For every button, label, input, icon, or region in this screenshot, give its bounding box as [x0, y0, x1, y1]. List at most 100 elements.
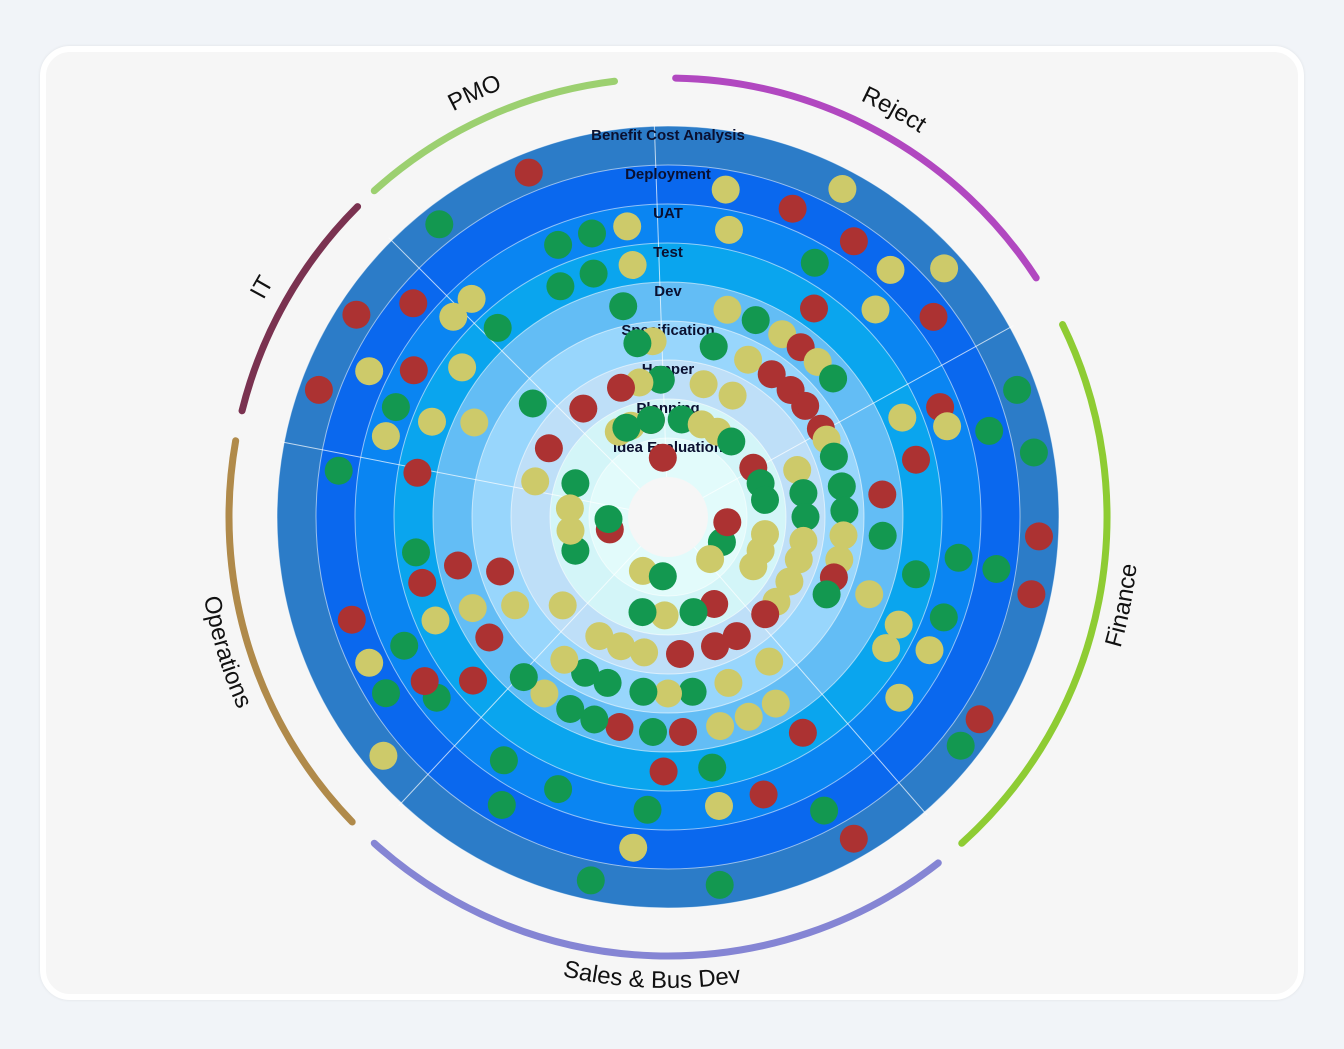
project-dot-red[interactable] [444, 551, 472, 580]
project-dot-green[interactable] [556, 695, 585, 723]
project-dot-yellow[interactable] [521, 467, 550, 496]
project-dot-red[interactable] [399, 289, 428, 318]
project-dot-green[interactable] [679, 598, 708, 627]
project-dot-red[interactable] [648, 443, 677, 472]
project-dot-red[interactable] [649, 757, 678, 786]
project-dot-green[interactable] [578, 219, 606, 248]
project-dot-yellow[interactable] [884, 610, 913, 639]
project-dot-green[interactable] [518, 389, 547, 418]
project-dot-green[interactable] [580, 705, 609, 734]
project-dot-green[interactable] [576, 866, 605, 895]
project-dot-red[interactable] [902, 445, 930, 474]
project-dot-green[interactable] [579, 259, 608, 288]
project-dot-red[interactable] [408, 568, 437, 597]
project-dot-yellow[interactable] [855, 580, 884, 609]
project-dot-red[interactable] [757, 360, 786, 389]
project-dot-red[interactable] [868, 480, 897, 509]
project-dot-yellow[interactable] [734, 702, 763, 731]
project-dot-red[interactable] [514, 158, 543, 187]
project-dot-green[interactable] [646, 365, 675, 394]
project-dot-green[interactable] [483, 313, 512, 342]
project-dot-red[interactable] [713, 508, 742, 537]
project-dot-yellow[interactable] [711, 175, 740, 204]
project-dot-green[interactable] [902, 560, 930, 589]
project-dot-green[interactable] [390, 631, 419, 660]
project-dot-red[interactable] [749, 780, 778, 809]
project-dot-yellow[interactable] [501, 591, 530, 620]
project-dot-yellow[interactable] [369, 741, 398, 770]
project-dot-yellow[interactable] [618, 251, 647, 279]
project-dot-yellow[interactable] [713, 295, 742, 324]
project-dot-green[interactable] [705, 870, 734, 899]
project-dot-red[interactable] [839, 824, 868, 853]
project-dot-green[interactable] [982, 555, 1011, 583]
project-dot-green[interactable] [975, 416, 1004, 445]
project-dot-green[interactable] [629, 677, 658, 706]
project-dot-yellow[interactable] [876, 255, 905, 284]
project-dot-green[interactable] [544, 230, 573, 259]
project-dot-yellow[interactable] [775, 567, 804, 596]
project-dot-red[interactable] [486, 557, 515, 586]
project-dot-yellow[interactable] [885, 683, 914, 712]
project-dot-yellow[interactable] [755, 647, 784, 676]
project-dot-green[interactable] [609, 292, 638, 321]
project-dot-green[interactable] [633, 795, 662, 824]
project-dot-yellow[interactable] [739, 552, 768, 581]
project-dot-yellow[interactable] [715, 215, 743, 244]
project-dot-green[interactable] [751, 485, 779, 514]
project-dot-yellow[interactable] [872, 634, 901, 663]
project-dot-yellow[interactable] [714, 668, 743, 697]
project-dot-green[interactable] [717, 427, 746, 456]
project-dot-green[interactable] [612, 413, 641, 442]
project-dot-red[interactable] [605, 713, 634, 741]
project-dot-red[interactable] [607, 373, 635, 402]
project-dot-green[interactable] [1003, 375, 1032, 404]
project-dot-yellow[interactable] [355, 357, 384, 386]
project-dot-green[interactable] [593, 668, 622, 697]
project-dot-green[interactable] [946, 731, 975, 760]
project-dot-yellow[interactable] [861, 295, 890, 324]
project-dot-red[interactable] [778, 194, 807, 223]
project-dot-yellow[interactable] [371, 422, 400, 451]
project-dot-red[interactable] [791, 391, 820, 420]
project-dot-green[interactable] [546, 272, 575, 301]
project-dot-yellow[interactable] [530, 679, 559, 708]
project-dot-red[interactable] [459, 666, 487, 695]
project-dot-red[interactable] [569, 394, 598, 423]
project-dot-yellow[interactable] [888, 403, 917, 432]
project-dot-green[interactable] [561, 469, 590, 498]
project-dot-green[interactable] [944, 543, 973, 572]
project-dot-yellow[interactable] [930, 254, 959, 283]
project-dot-green[interactable] [489, 746, 518, 775]
project-dot-yellow[interactable] [689, 370, 718, 399]
project-dot-red[interactable] [839, 227, 868, 256]
project-dot-green[interactable] [791, 503, 820, 531]
project-dot-yellow[interactable] [460, 408, 489, 437]
project-dot-red[interactable] [403, 458, 432, 487]
project-dot-green[interactable] [623, 329, 652, 358]
project-dot-green[interactable] [324, 456, 353, 485]
project-dot-yellow[interactable] [448, 353, 477, 382]
project-dot-red[interactable] [304, 375, 333, 404]
project-dot-green[interactable] [381, 393, 410, 422]
project-dot-red[interactable] [534, 434, 563, 463]
project-dot-yellow[interactable] [439, 302, 468, 331]
project-dot-green[interactable] [571, 658, 600, 687]
project-dot-green[interactable] [628, 598, 657, 627]
project-dot-red[interactable] [669, 718, 697, 746]
project-dot-green[interactable] [819, 442, 848, 471]
project-dot-yellow[interactable] [706, 712, 735, 741]
project-dot-yellow[interactable] [718, 381, 747, 410]
project-dot-yellow[interactable] [458, 594, 487, 623]
project-dot-yellow[interactable] [607, 632, 635, 661]
project-dot-yellow[interactable] [630, 638, 659, 667]
project-dot-yellow[interactable] [421, 606, 450, 635]
project-dot-green[interactable] [698, 753, 727, 782]
project-dot-green[interactable] [830, 496, 859, 525]
project-dot-red[interactable] [1017, 580, 1046, 609]
project-dot-green[interactable] [868, 521, 897, 550]
project-dot-yellow[interactable] [619, 833, 648, 862]
project-dot-yellow[interactable] [556, 516, 585, 545]
project-dot-green[interactable] [789, 479, 818, 508]
project-dot-green[interactable] [1019, 438, 1048, 467]
